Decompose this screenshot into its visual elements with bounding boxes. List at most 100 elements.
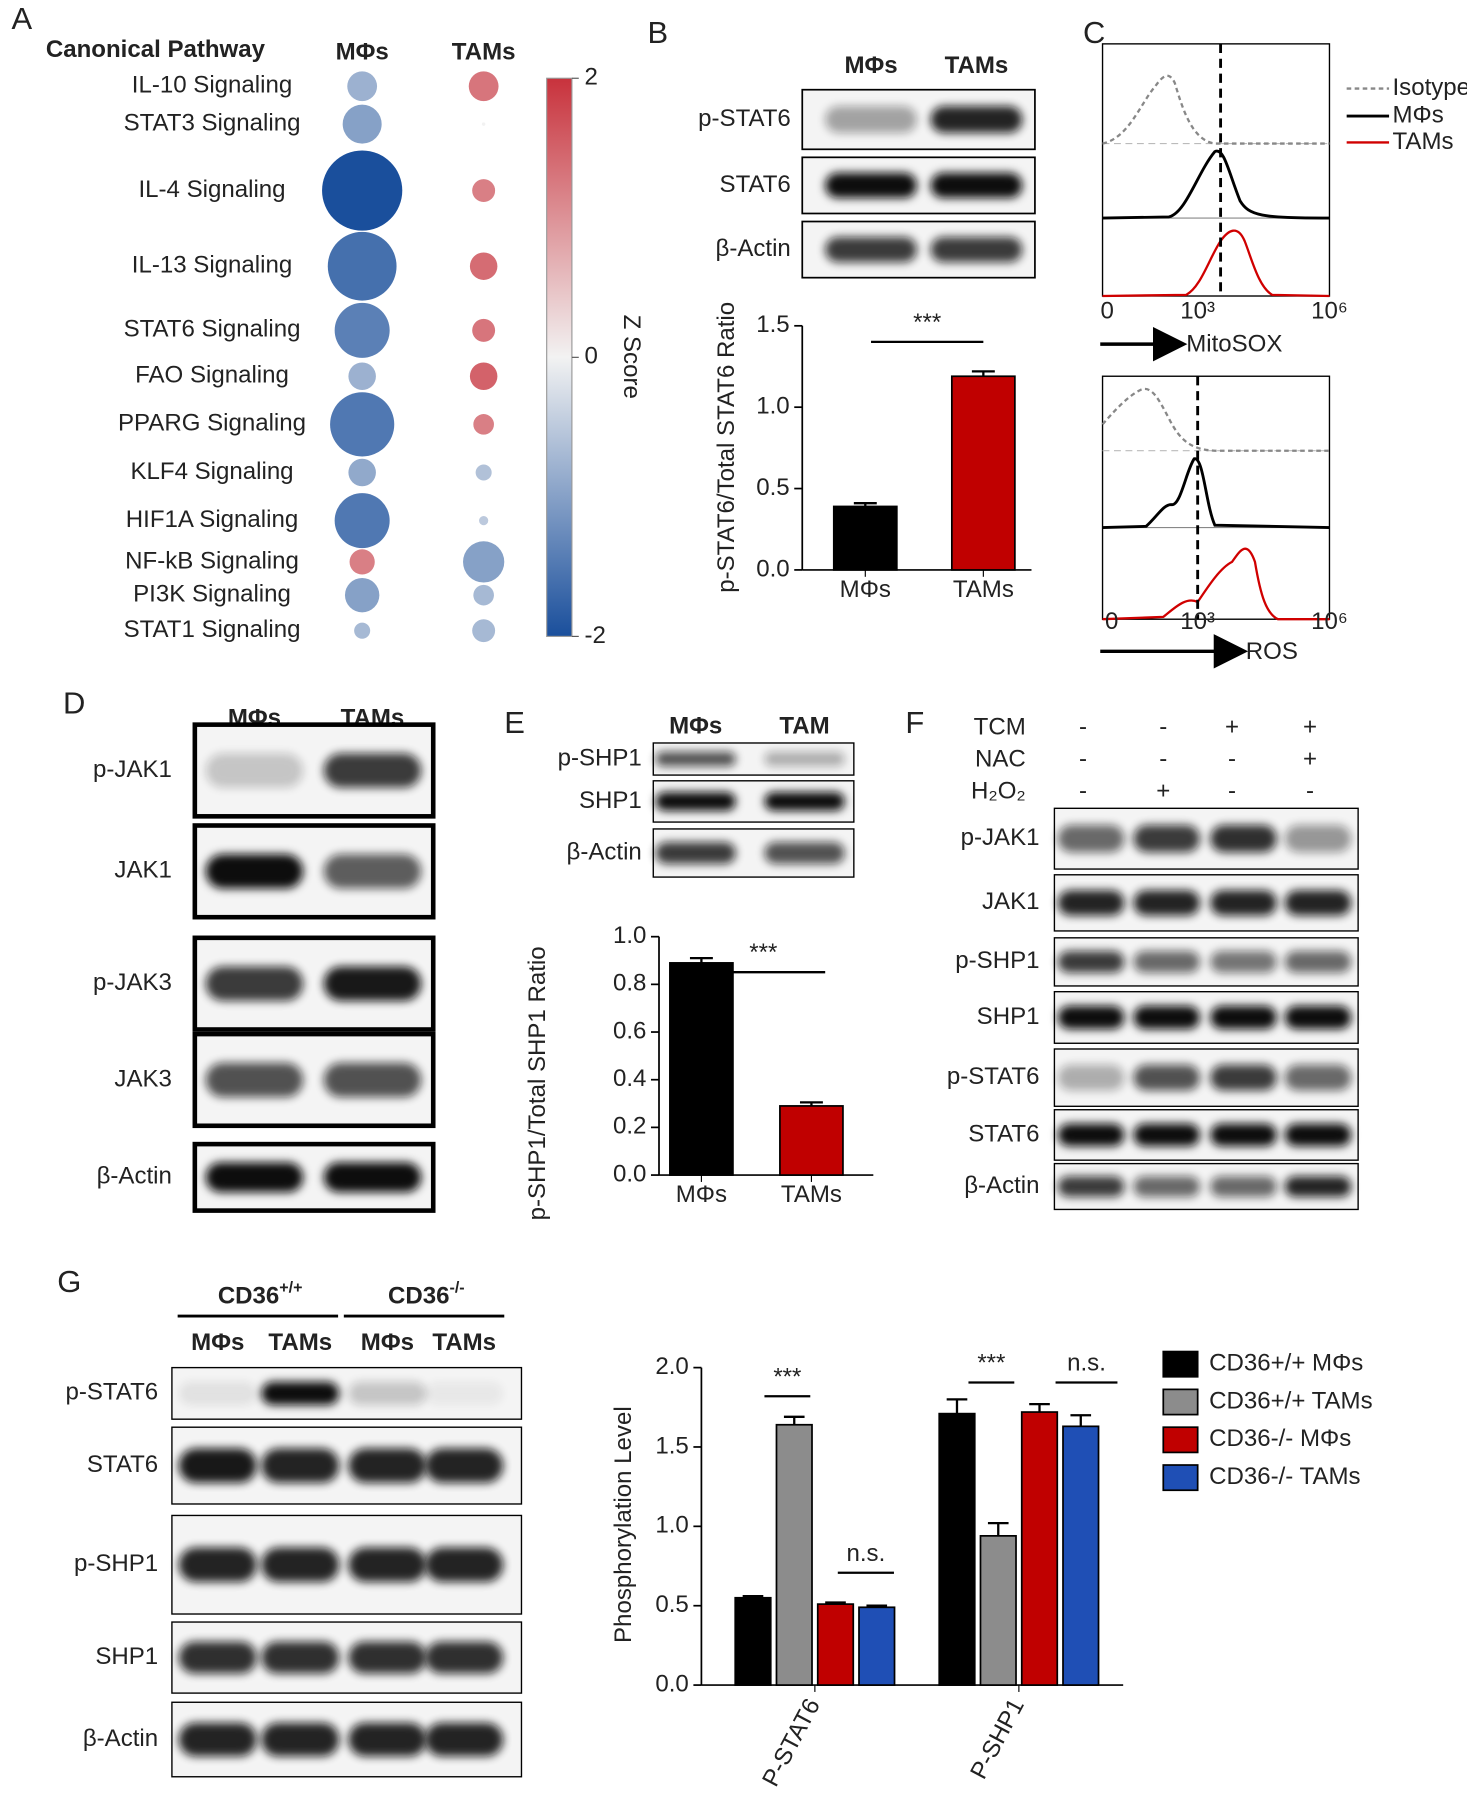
blot-band [1133, 951, 1200, 973]
condition-sign: + [1303, 713, 1317, 740]
pathway-label: NF-kB Signaling [125, 547, 299, 574]
blot-band [178, 1381, 257, 1405]
y-tick-label: 0.0 [756, 555, 789, 582]
blot-band [348, 1722, 427, 1757]
blot-row-label: SHP1 [579, 787, 642, 814]
error-bar [946, 1398, 968, 1414]
condition-sign: - [1228, 746, 1236, 773]
bubble [472, 179, 496, 203]
pathway-label: IL-10 Signaling [132, 72, 292, 99]
blot-band [1284, 951, 1352, 973]
blot-band [261, 1381, 340, 1405]
bubble [344, 577, 380, 613]
x-tick-label: P-STAT6 [757, 1694, 826, 1791]
blot-band [261, 1547, 340, 1582]
condition-sign: - [1159, 713, 1167, 740]
colorbar-label: Z Score [618, 315, 645, 399]
error-bar [799, 1101, 823, 1106]
colorbar-tick-label: -2 [585, 622, 606, 649]
blot-band [1284, 1176, 1352, 1197]
legend-swatch [1162, 1464, 1199, 1492]
lane-label: TAMs [432, 1329, 496, 1356]
blot-row-label: p-JAK3 [93, 969, 172, 996]
panel-label: E [504, 705, 525, 740]
chart-title: Canonical Pathway [46, 36, 266, 63]
blot-band [764, 842, 845, 864]
blot-band [323, 1162, 422, 1193]
lane-label: TAM [779, 712, 829, 739]
blot-band [323, 753, 422, 788]
bubble [322, 150, 403, 231]
blot-band [930, 172, 1023, 199]
blot-band [1057, 1123, 1125, 1147]
blot-band [205, 1162, 304, 1193]
bar [938, 1412, 976, 1686]
blot-band [425, 1381, 504, 1405]
blot-band [1210, 1123, 1277, 1147]
y-tick-label: 1.0 [756, 393, 789, 420]
legend-swatch [1162, 1388, 1199, 1416]
blot-row-label: p-STAT6 [947, 1063, 1040, 1090]
group-genotype: +/+ [279, 1279, 302, 1297]
significance-label: *** [913, 309, 941, 336]
blot-band [1210, 890, 1277, 916]
error-bar [971, 370, 995, 377]
colorbar [546, 77, 573, 637]
blot-band [1210, 951, 1277, 973]
bubble [473, 414, 494, 435]
blot-band [425, 1641, 504, 1674]
blot-band [348, 1641, 427, 1674]
legend-swatch [1162, 1350, 1199, 1378]
condition-sign: - [1079, 713, 1087, 740]
legend-label: CD36+/+ MΦs [1209, 1350, 1363, 1377]
group-label: CD36+/+ [218, 1279, 303, 1310]
y-tick-label: 0.0 [655, 1670, 688, 1697]
blot-band [323, 966, 422, 1001]
blot-row-label: SHP1 [95, 1643, 158, 1670]
blot-band [348, 1547, 427, 1582]
significance-label: *** [977, 1350, 1005, 1377]
blot-band [1133, 1123, 1200, 1147]
blot-band [425, 1448, 504, 1483]
blot-band [261, 1722, 340, 1757]
bar [950, 375, 1016, 571]
y-tick-label: 0.5 [655, 1591, 688, 1618]
x-tick-label: 10³ [1180, 297, 1215, 324]
y-tick-label: 1.5 [655, 1432, 688, 1459]
bubble [475, 464, 492, 481]
lane-label: TAMs [268, 1329, 332, 1356]
blot-band [655, 751, 736, 767]
bubble [469, 252, 498, 280]
y-tick-label: 0.0 [613, 1160, 646, 1187]
blot-row-label: p-SHP1 [558, 744, 642, 771]
legend-label: TAMs [1393, 128, 1454, 155]
blot-row-label: STAT6 [968, 1120, 1039, 1147]
blot-band [825, 236, 917, 263]
y-tick-label: 0.2 [613, 1113, 646, 1140]
blot-band [1133, 825, 1200, 853]
bubble [347, 71, 378, 102]
blot-band [178, 1547, 257, 1582]
pathway-label: PI3K Signaling [133, 580, 291, 607]
blot-row-label: JAK1 [982, 888, 1039, 915]
condition-sign: - [1079, 746, 1087, 773]
condition-sign: + [1303, 746, 1317, 773]
bubble [354, 622, 371, 639]
error-bar [783, 1415, 805, 1425]
blot-band [825, 106, 917, 133]
significance-label: *** [773, 1363, 801, 1390]
blot-band [1133, 890, 1200, 916]
bubble [349, 549, 375, 575]
blot-band [764, 792, 845, 811]
blot-band [205, 854, 304, 889]
pathway-label: STAT6 Signaling [124, 316, 301, 343]
panel-label: A [11, 1, 32, 36]
x-tick-label: 0 [1105, 608, 1118, 635]
bubble [348, 362, 376, 390]
blot-band [825, 172, 917, 199]
blot-band [323, 854, 422, 889]
blot-band [1284, 1005, 1352, 1030]
y-tick-label: 0.8 [613, 970, 646, 997]
blot-band [655, 792, 736, 811]
